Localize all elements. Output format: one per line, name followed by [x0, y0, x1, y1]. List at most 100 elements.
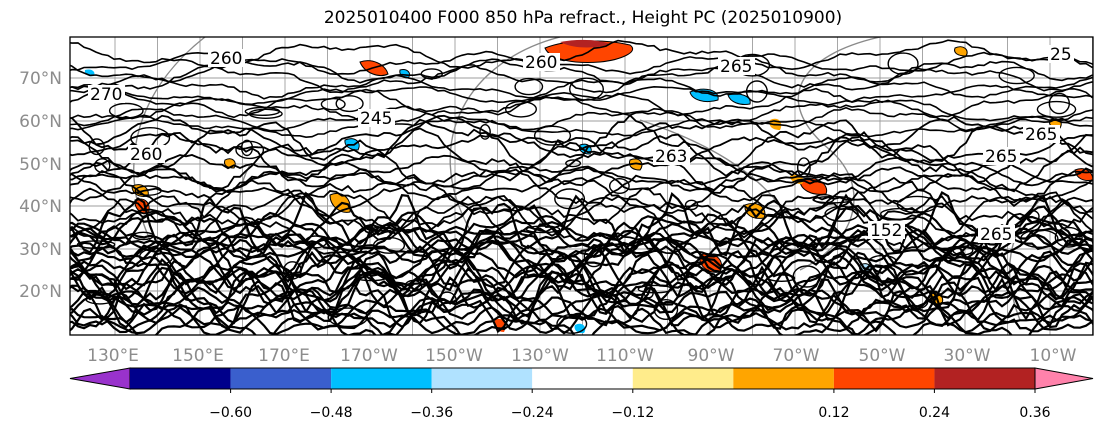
- height-contour-loop: [372, 236, 406, 254]
- height-contour-loop: [896, 195, 938, 214]
- colorbar-tick-label: −0.36: [410, 405, 453, 421]
- height-contour-loop: [235, 140, 265, 160]
- height-contour-loop: [138, 247, 174, 266]
- height-contour-line: [70, 95, 1093, 127]
- height-contour-loop: [240, 139, 254, 157]
- height-contour-loop: [108, 102, 144, 119]
- height-contour-loop: [637, 284, 673, 294]
- height-contour-loop: [1025, 209, 1040, 223]
- longitude-label: 170°W: [340, 346, 398, 366]
- longitude-label: 150°E: [172, 346, 224, 366]
- latitude-label: 60°N: [19, 112, 62, 132]
- height-contour-loop: [745, 80, 768, 103]
- height-contour-loop: [824, 205, 859, 222]
- contour-label: 265: [980, 225, 1012, 245]
- contour-label-background: [1023, 125, 1060, 143]
- longitude-label: 70°W: [773, 346, 820, 366]
- height-contour-loop: [767, 274, 796, 282]
- height-contour-loop: [420, 68, 443, 80]
- colorbar-tick-label: −0.24: [511, 405, 554, 421]
- height-contour-line: [70, 176, 1093, 236]
- contour-label: 25: [1050, 45, 1072, 65]
- contour-label-background: [523, 53, 560, 71]
- height-contour-line: [70, 74, 1093, 100]
- height-contour-line: [70, 219, 1093, 255]
- height-contours: [70, 39, 1093, 335]
- contour-label: 270: [90, 85, 122, 105]
- longitude-label: 10°W: [1030, 346, 1077, 366]
- contour-labels: 260 270 265 245 260 265 265 263 152 25 260 265: [88, 45, 1074, 245]
- height-contour-loop: [868, 254, 897, 269]
- colorbar-segment: [130, 368, 231, 389]
- colorbar-outline: [130, 367, 1035, 390]
- contour-label-background: [208, 49, 245, 67]
- colorbar-tick-label: 0.36: [1019, 405, 1050, 421]
- colorbar-segment: [331, 368, 432, 389]
- contour-label-background: [978, 225, 1015, 243]
- colorbar-tick-label: −0.60: [209, 405, 252, 421]
- height-contour-loop: [85, 293, 115, 305]
- height-contour-loop: [88, 138, 105, 156]
- longitude-label: 110°W: [596, 346, 654, 366]
- colorbar-tick-label: −0.48: [310, 405, 353, 421]
- height-contour-loop: [132, 231, 155, 241]
- height-contour-line: [70, 260, 1093, 302]
- height-contour-loop: [569, 77, 605, 101]
- contour-label: 260: [525, 53, 557, 73]
- height-contour-loop: [94, 158, 111, 174]
- height-contour-line: [70, 131, 1093, 194]
- height-contour-line: [70, 286, 1093, 335]
- height-contour-loop: [525, 225, 561, 234]
- contour-label-background: [88, 85, 125, 103]
- contour-label-background: [868, 221, 905, 239]
- height-contour-loop: [76, 240, 116, 250]
- contour-label-background: [358, 109, 395, 127]
- contour-label: 265: [720, 57, 752, 77]
- height-contour-line: [70, 186, 1093, 239]
- height-contour-loop: [354, 272, 389, 282]
- height-contour-line: [70, 105, 1093, 132]
- longitude-label: 30°W: [944, 346, 991, 366]
- latitude-label: 20°N: [19, 282, 62, 302]
- height-contour-loop: [887, 52, 919, 75]
- colorbar-extend-min: [69, 367, 131, 390]
- latitude-label: 70°N: [19, 69, 62, 89]
- height-contour-line: [70, 261, 1093, 323]
- height-contour-line: [70, 263, 1093, 306]
- height-contour-loop: [134, 185, 162, 196]
- height-contour-loop: [370, 226, 387, 235]
- height-contour-line: [70, 227, 1093, 279]
- contour-label: 245: [360, 109, 392, 129]
- height-contour-line: [70, 307, 1093, 335]
- height-contour-loop: [1020, 229, 1059, 249]
- height-contour-loop: [998, 66, 1035, 85]
- height-contour-loop: [404, 279, 423, 293]
- height-contour-line: [70, 194, 1093, 245]
- height-contour-line: [70, 87, 1093, 119]
- contour-label-background: [1048, 45, 1074, 63]
- colorbar-segment: [934, 368, 1035, 389]
- height-contour-loop: [565, 159, 582, 168]
- colorbar-tick-labels: −0.60−0.48−0.36−0.24−0.120.120.240.360.4…: [209, 389, 1051, 421]
- contour-label-background: [653, 147, 690, 165]
- colorbar-segment: [230, 368, 332, 389]
- height-contour-loop: [437, 291, 458, 311]
- latitude-label: 50°N: [19, 155, 62, 175]
- colorbar-segment: [632, 368, 734, 389]
- height-contour-loop: [514, 77, 544, 96]
- colorbar-segment: [532, 368, 633, 389]
- longitude-label: 50°W: [859, 346, 906, 366]
- height-contour-line: [70, 234, 1093, 264]
- colorbar-segment: [733, 368, 834, 389]
- height-contour-line: [70, 114, 1093, 168]
- contour-label: 260: [210, 49, 242, 69]
- contour-label: 265: [985, 147, 1017, 167]
- height-contour-line: [70, 169, 1093, 225]
- height-contour-loop: [533, 125, 572, 146]
- height-contour-loop: [643, 287, 654, 299]
- contour-label: 152: [870, 221, 902, 241]
- contour-label-background: [128, 145, 165, 163]
- height-contour-loop: [556, 313, 588, 334]
- height-contour-loop: [1036, 100, 1077, 118]
- contour-label-background: [983, 147, 1020, 165]
